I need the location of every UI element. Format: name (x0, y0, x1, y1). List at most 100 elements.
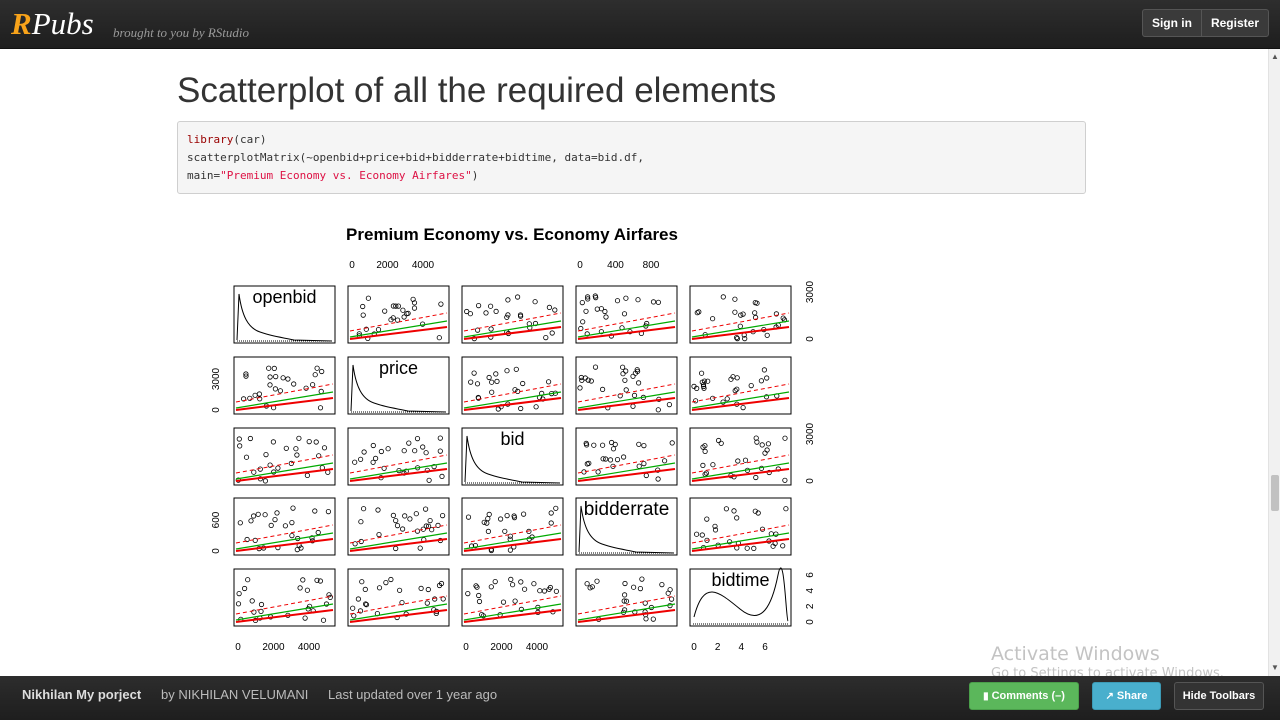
point-bid-openbid-1 (306, 439, 312, 445)
point-bidderrate-bidtime-23 (783, 506, 789, 512)
linear-fit-bidtime-bidderrate (577, 603, 676, 621)
point-bidderrate-openbid-5 (255, 511, 261, 517)
point-price-bidtime-0 (740, 405, 746, 411)
point-price-openbid-11 (241, 396, 247, 402)
point-openbid-bidtime-23 (720, 294, 726, 300)
panel-bidderrate-bidderrate (575, 497, 678, 556)
point-bidtime-openbid-9 (297, 585, 303, 591)
point-bidtime-bid-5 (537, 588, 543, 594)
rpubs-logo[interactable]: RPubs (11, 6, 94, 42)
point-openbid-price-18 (400, 307, 406, 313)
panel-bidtime-price (347, 568, 450, 627)
point-bid-price-7 (431, 464, 437, 470)
point-bidderrate-bid-19 (481, 519, 487, 525)
left-tick-price-3000: 3000 (211, 367, 222, 390)
linear-fit-bidderrate-price (349, 532, 448, 550)
point-bid-bidderrate-4 (620, 454, 627, 460)
point-openbid-bidderrate-23 (585, 296, 591, 302)
left-tick-bidderrate-600: 600 (211, 511, 222, 528)
point-bid-bidtime-4 (782, 435, 788, 441)
point-openbid-bidderrate-8 (623, 295, 629, 301)
point-price-bidderrate-4 (631, 392, 638, 398)
point-price-bidtime-9 (724, 396, 730, 402)
point-openbid-bid-25 (546, 304, 552, 311)
point-price-bidtime-19 (761, 367, 768, 373)
vertical-scrollbar[interactable]: ▲ ▼ (1268, 49, 1280, 676)
point-bidtime-bidderrate-4 (637, 585, 643, 592)
top-tick-bidderrate-400: 400 (607, 260, 624, 271)
point-bidderrate-bid-24 (507, 533, 513, 539)
point-bidtime-bidderrate-15 (623, 598, 630, 604)
point-bid-price-4 (352, 459, 358, 465)
density-curve-bid (464, 435, 561, 484)
panel-openbid-bidderrate (575, 285, 678, 344)
point-price-openbid-19 (267, 374, 273, 380)
point-price-bid-9 (494, 378, 500, 384)
point-price-bidderrate-5 (623, 368, 629, 374)
point-bidtime-openbid-14 (327, 594, 333, 600)
point-openbid-price-1 (360, 303, 366, 310)
smooth-fit-bid-bidderrate (577, 468, 676, 482)
last-updated: Last updated over 1 year ago (328, 687, 498, 702)
point-bid-bidtime-14 (735, 458, 741, 464)
point-price-bidderrate-13 (655, 407, 661, 413)
point-bid-bidderrate-20 (600, 456, 606, 462)
point-bidtime-bid-10 (509, 582, 516, 588)
point-bidtime-price-14 (376, 585, 383, 591)
point-bidtime-price-6 (388, 576, 394, 583)
point-bid-bidtime-8 (764, 447, 770, 453)
point-bid-bidderrate-16 (655, 476, 661, 482)
point-bid-openbid-10 (267, 462, 273, 468)
comment-icon: ▮ (983, 691, 989, 702)
scroll-down-arrow-icon[interactable]: ▼ (1271, 663, 1279, 672)
point-bidtime-bid-14 (518, 606, 524, 612)
linear-fit-price-openbid (235, 391, 334, 409)
point-bidderrate-openbid-18 (298, 545, 304, 551)
point-price-bidtime-4 (701, 378, 708, 384)
register-button[interactable]: Register (1200, 10, 1268, 36)
document-title[interactable]: Nikhilan My porject (22, 687, 142, 702)
point-price-bidderrate-0 (620, 371, 626, 377)
point-bidtime-bid-25 (512, 598, 518, 604)
point-openbid-bidtime-0 (732, 309, 738, 315)
point-bidtime-bidderrate-21 (643, 616, 649, 622)
point-bidderrate-openbid-7 (312, 508, 318, 514)
point-openbid-bidderrate-22 (584, 331, 590, 337)
point-bidderrate-openbid-12 (282, 523, 289, 529)
point-bid-openbid-8 (251, 469, 257, 475)
point-bid-bidtime-24 (718, 440, 724, 446)
point-price-bid-1 (518, 405, 524, 412)
point-bid-price-19 (378, 448, 384, 455)
point-openbid-bidderrate-5 (584, 294, 591, 300)
point-bidderrate-openbid-6 (325, 508, 331, 515)
point-bidtime-bid-15 (518, 579, 524, 585)
point-price-openbid-10 (266, 365, 272, 371)
smooth-band-upper-bidtime-bidderrate (577, 595, 676, 615)
bottom-tick-openbid-4000: 4000 (298, 642, 321, 653)
point-openbid-price-15 (411, 305, 418, 311)
point-bidtime-price-21 (351, 613, 357, 619)
scroll-up-arrow-icon[interactable]: ▲ (1271, 52, 1279, 61)
smooth-fit-bidderrate-openbid (235, 538, 334, 552)
code-main-string: "Premium Economy vs. Economy Airfares" (220, 169, 472, 182)
point-bid-price-16 (385, 446, 391, 452)
comments-button[interactable]: ▮ Comments (–) (969, 682, 1079, 710)
hide-toolbars-button[interactable]: Hide Toolbars (1174, 682, 1264, 710)
share-button[interactable]: ↗ Share (1092, 682, 1161, 710)
point-bidderrate-openbid-21 (289, 519, 295, 526)
point-openbid-price-17 (390, 303, 396, 309)
point-price-bidderrate-12 (592, 364, 599, 370)
scroll-thumb[interactable] (1271, 475, 1279, 511)
point-price-openbid-12 (277, 388, 284, 394)
point-openbid-bidtime-6 (733, 335, 740, 341)
point-bidtime-openbid-19 (245, 577, 251, 583)
point-price-bid-15 (471, 370, 477, 376)
point-bidtime-openbid-4 (242, 585, 248, 592)
point-bidtime-bidderrate-5 (668, 596, 675, 602)
point-openbid-bid-9 (532, 299, 538, 305)
sign-in-button[interactable]: Sign in (1151, 16, 1192, 30)
point-bidtime-price-24 (397, 587, 403, 593)
point-bidderrate-price-19 (393, 517, 399, 524)
point-bid-bidderrate-18 (636, 441, 642, 447)
point-bidderrate-price-15 (352, 541, 358, 547)
